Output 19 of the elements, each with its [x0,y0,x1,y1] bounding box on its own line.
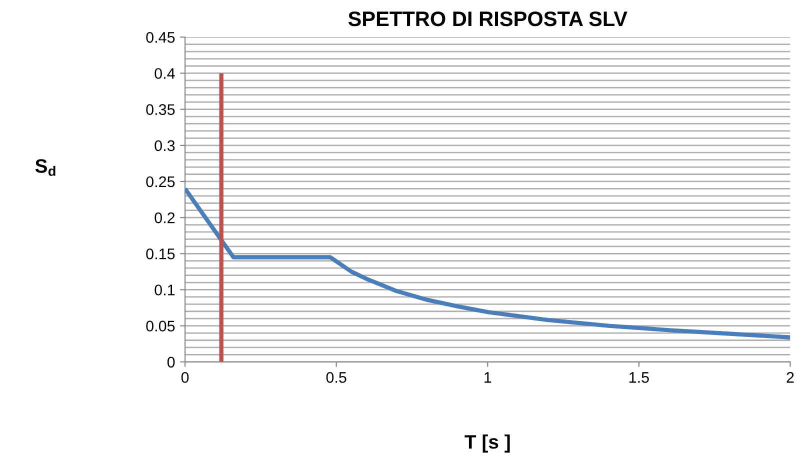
y-tick-label: 0.2 [154,212,175,224]
x-tick-label: 0.5 [326,372,346,383]
chart-title: SPETTRO DI RISPOSTA SLV [348,11,628,26]
y-tick-label: 0.4 [154,68,175,79]
x-tick-label: 2 [786,372,794,383]
y-tick-label: 0.25 [146,176,175,188]
x-axis-title: T [s ] [464,434,510,453]
y-tick-label: 0.3 [154,140,175,152]
y-axis-title: S$_{d}$ [35,159,56,176]
y-tick-label: 0.45 [146,32,175,43]
x-tick-label: 1.5 [629,372,649,383]
x-tick-label: 0 [181,372,189,383]
y-tick-label: 0.05 [146,320,175,332]
y-tick-label: 0.15 [146,248,175,260]
y-tick-label: 0.35 [146,104,175,115]
y-tick-label: 0 [167,356,175,368]
x-tick-label: 1 [484,372,492,383]
y-tick-label: 0.1 [154,284,175,296]
line-series [185,186,790,340]
